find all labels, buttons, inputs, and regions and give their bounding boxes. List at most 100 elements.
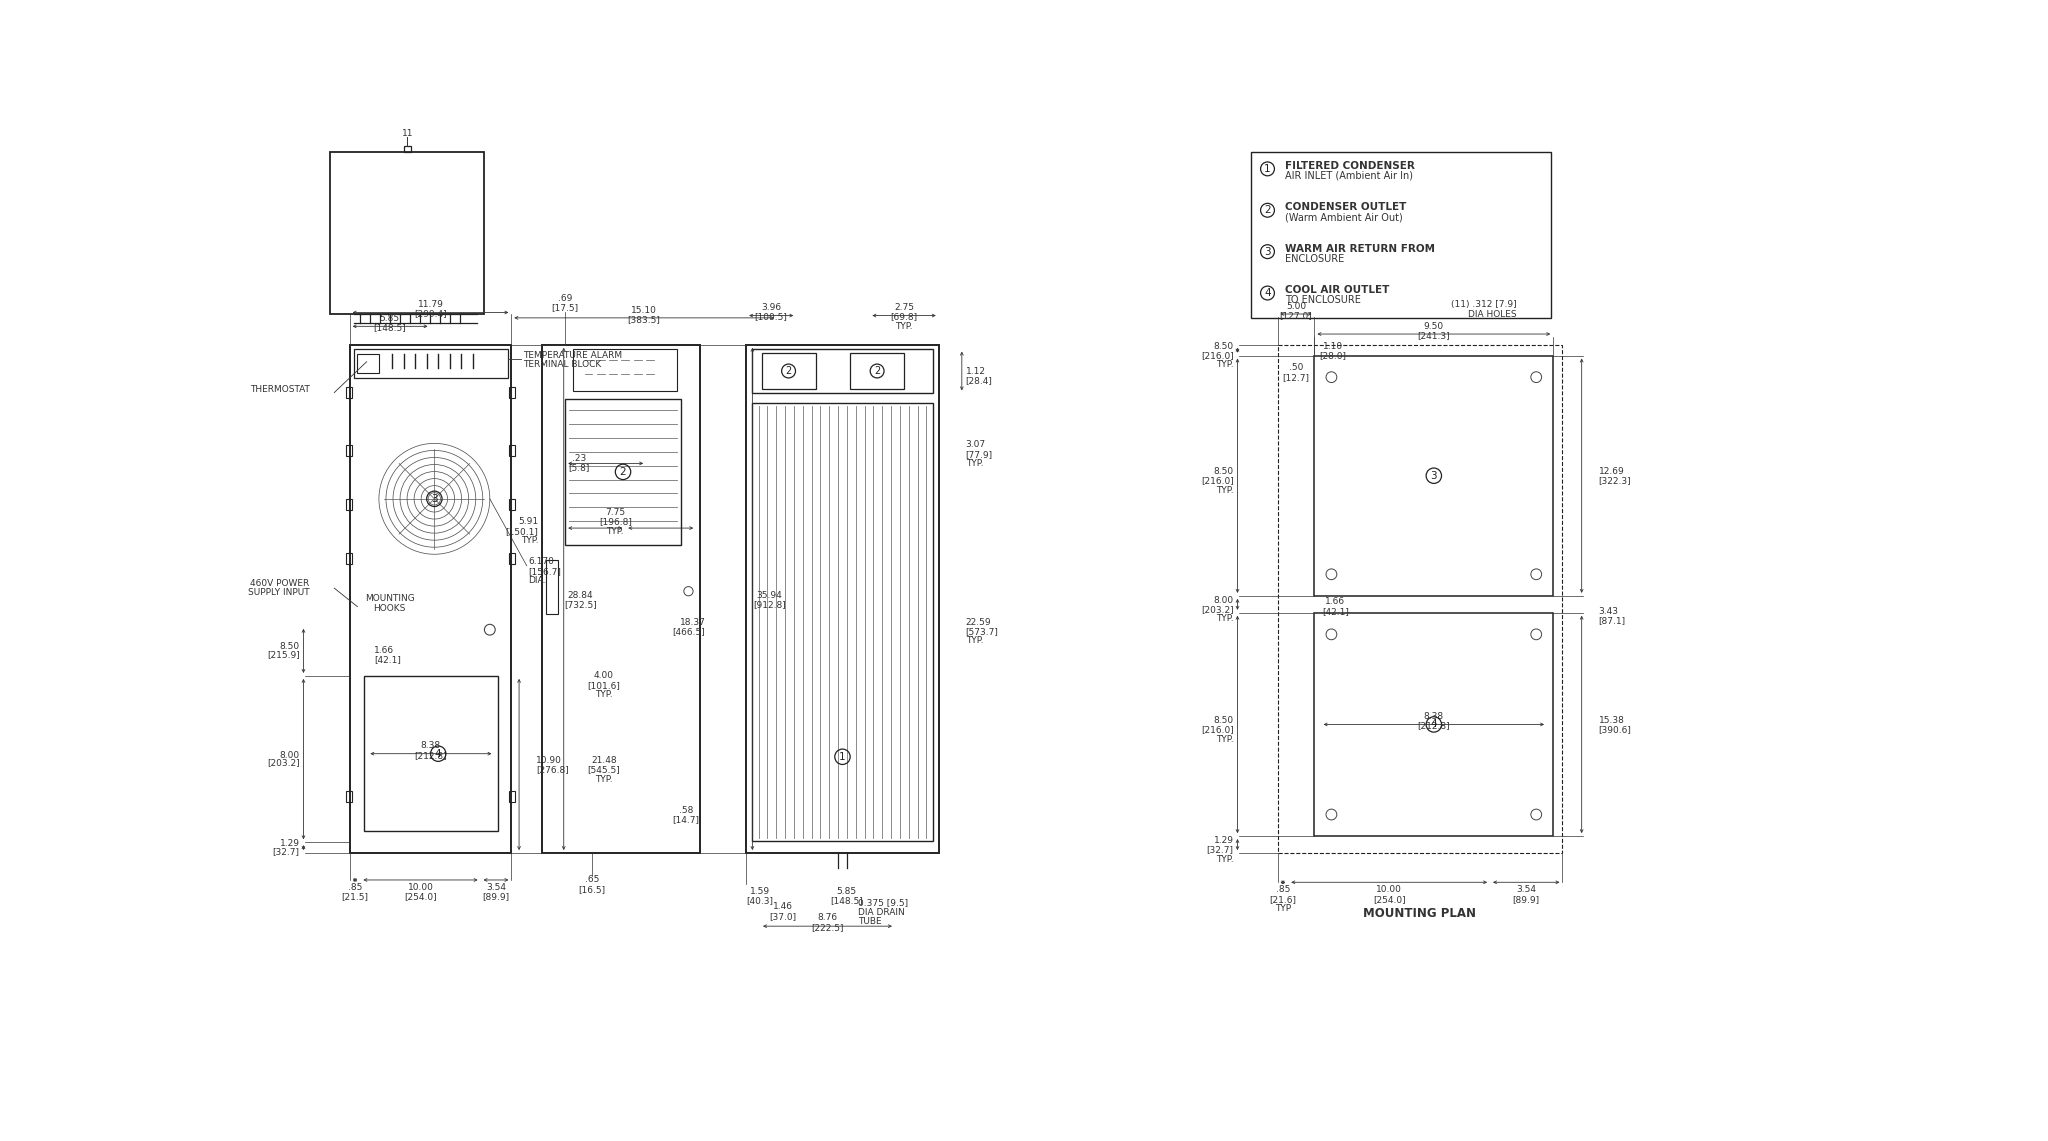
Text: [299.4]: [299.4] — [414, 309, 446, 318]
Text: [322.3]: [322.3] — [1599, 477, 1632, 486]
Text: TYP.: TYP. — [606, 527, 625, 535]
Text: [383.5]: [383.5] — [627, 315, 659, 324]
Text: TUBE: TUBE — [858, 917, 881, 926]
Text: 5.85: 5.85 — [379, 314, 399, 323]
Text: (11) .312 [7.9]: (11) .312 [7.9] — [1450, 300, 1516, 309]
Text: TYP.: TYP. — [596, 775, 612, 784]
Text: 460V POWER: 460V POWER — [250, 578, 309, 588]
Text: AIR INLET (Ambient Air In): AIR INLET (Ambient Air In) — [1286, 171, 1413, 180]
Bar — [330, 152, 485, 314]
Text: 1: 1 — [1264, 164, 1272, 173]
Text: [222.5]: [222.5] — [811, 923, 844, 932]
Text: [5.8]: [5.8] — [569, 463, 590, 472]
Text: CONDENSER OUTLET: CONDENSER OUTLET — [1286, 202, 1407, 212]
Text: [16.5]: [16.5] — [580, 884, 606, 893]
Text: .23: .23 — [571, 454, 586, 463]
Text: MOUNTING: MOUNTING — [365, 594, 414, 604]
Bar — [547, 560, 559, 614]
Text: [101.6]: [101.6] — [588, 681, 621, 689]
Text: [241.3]: [241.3] — [1417, 331, 1450, 340]
Text: [196.8]: [196.8] — [598, 517, 631, 526]
Text: TYP.: TYP. — [1217, 486, 1233, 495]
Text: 3.96: 3.96 — [760, 304, 780, 313]
Text: 15.38: 15.38 — [1599, 717, 1624, 725]
Text: [148.5]: [148.5] — [829, 897, 862, 905]
Text: DIA.: DIA. — [528, 576, 547, 585]
Text: [21.6]: [21.6] — [1270, 895, 1296, 904]
Text: 2: 2 — [621, 467, 627, 477]
Text: 4: 4 — [1264, 288, 1272, 298]
Text: 1.29: 1.29 — [1214, 836, 1233, 845]
Bar — [752, 349, 932, 394]
Text: COOL AIR OUTLET: COOL AIR OUTLET — [1286, 285, 1391, 296]
Text: [28.4]: [28.4] — [967, 375, 993, 385]
Text: 5.85: 5.85 — [836, 887, 856, 896]
Text: [390.6]: [390.6] — [1599, 726, 1632, 735]
Text: [156.7]: [156.7] — [528, 567, 561, 576]
Text: [215.9]: [215.9] — [266, 650, 299, 658]
Text: .69: .69 — [559, 294, 573, 304]
Text: [203.2]: [203.2] — [266, 759, 299, 768]
Text: [216.0]: [216.0] — [1200, 351, 1233, 361]
Bar — [745, 345, 938, 853]
Text: 1.66: 1.66 — [375, 646, 395, 655]
Text: SUPPLY INPUT: SUPPLY INPUT — [248, 589, 309, 597]
Bar — [1278, 345, 1563, 853]
Text: 3.54: 3.54 — [1516, 885, 1536, 895]
Text: 18.37: 18.37 — [680, 617, 705, 626]
Text: 8.50: 8.50 — [1214, 468, 1233, 477]
Text: 3: 3 — [1430, 471, 1438, 480]
Bar — [346, 387, 352, 398]
Bar — [565, 398, 680, 545]
Text: 0.375 [9.5]: 0.375 [9.5] — [858, 899, 907, 907]
Text: [14.7]: [14.7] — [672, 816, 700, 825]
Text: FILTERED CONDENSER: FILTERED CONDENSER — [1286, 161, 1415, 171]
Text: [203.2]: [203.2] — [1200, 605, 1233, 614]
Text: 5.00: 5.00 — [1286, 302, 1307, 310]
Text: THERMOSTAT: THERMOSTAT — [250, 385, 309, 394]
Bar — [403, 146, 412, 152]
Text: 4: 4 — [1430, 720, 1438, 729]
Text: TYP.: TYP. — [967, 636, 983, 645]
Text: 1.29: 1.29 — [281, 840, 299, 848]
Text: 3: 3 — [430, 494, 438, 504]
Bar — [350, 345, 512, 853]
Text: [276.8]: [276.8] — [537, 766, 569, 775]
Text: 1.12: 1.12 — [967, 366, 985, 375]
Bar — [346, 552, 352, 564]
Text: WARM AIR RETURN FROM: WARM AIR RETURN FROM — [1286, 243, 1436, 253]
Text: 10.00: 10.00 — [408, 883, 434, 892]
Text: 15.10: 15.10 — [631, 306, 657, 315]
Bar — [510, 552, 516, 564]
Text: 8.38: 8.38 — [1423, 712, 1444, 721]
Text: .65: .65 — [586, 875, 600, 884]
Text: [32.7]: [32.7] — [1206, 845, 1233, 855]
Text: 8.38: 8.38 — [420, 742, 440, 751]
Text: MOUNTING PLAN: MOUNTING PLAN — [1364, 907, 1477, 920]
Bar — [356, 354, 379, 373]
Text: 12.69: 12.69 — [1599, 468, 1624, 477]
Text: 2: 2 — [1264, 205, 1272, 216]
Text: 3.54: 3.54 — [485, 883, 506, 892]
Text: [573.7]: [573.7] — [967, 626, 999, 636]
Text: TYP.: TYP. — [1217, 615, 1233, 623]
Text: [148.5]: [148.5] — [373, 323, 406, 332]
Text: 1.46: 1.46 — [774, 903, 793, 912]
Text: 1: 1 — [840, 752, 846, 762]
Bar — [510, 387, 516, 398]
Text: .58: .58 — [680, 807, 694, 815]
Text: [254.0]: [254.0] — [1372, 895, 1405, 904]
Bar — [1315, 356, 1552, 596]
Text: [42.1]: [42.1] — [1321, 607, 1350, 616]
Text: [42.1]: [42.1] — [375, 655, 401, 664]
Bar — [762, 353, 815, 389]
Text: 4.00: 4.00 — [594, 671, 614, 680]
Bar — [1251, 152, 1550, 318]
Bar — [1315, 613, 1552, 836]
Text: 2.75: 2.75 — [895, 304, 913, 313]
Text: [21.5]: [21.5] — [342, 892, 369, 901]
Text: [466.5]: [466.5] — [672, 626, 705, 636]
Text: 28.84: 28.84 — [567, 591, 594, 599]
Text: HOOKS: HOOKS — [373, 604, 406, 613]
Text: 1.59: 1.59 — [750, 887, 770, 896]
